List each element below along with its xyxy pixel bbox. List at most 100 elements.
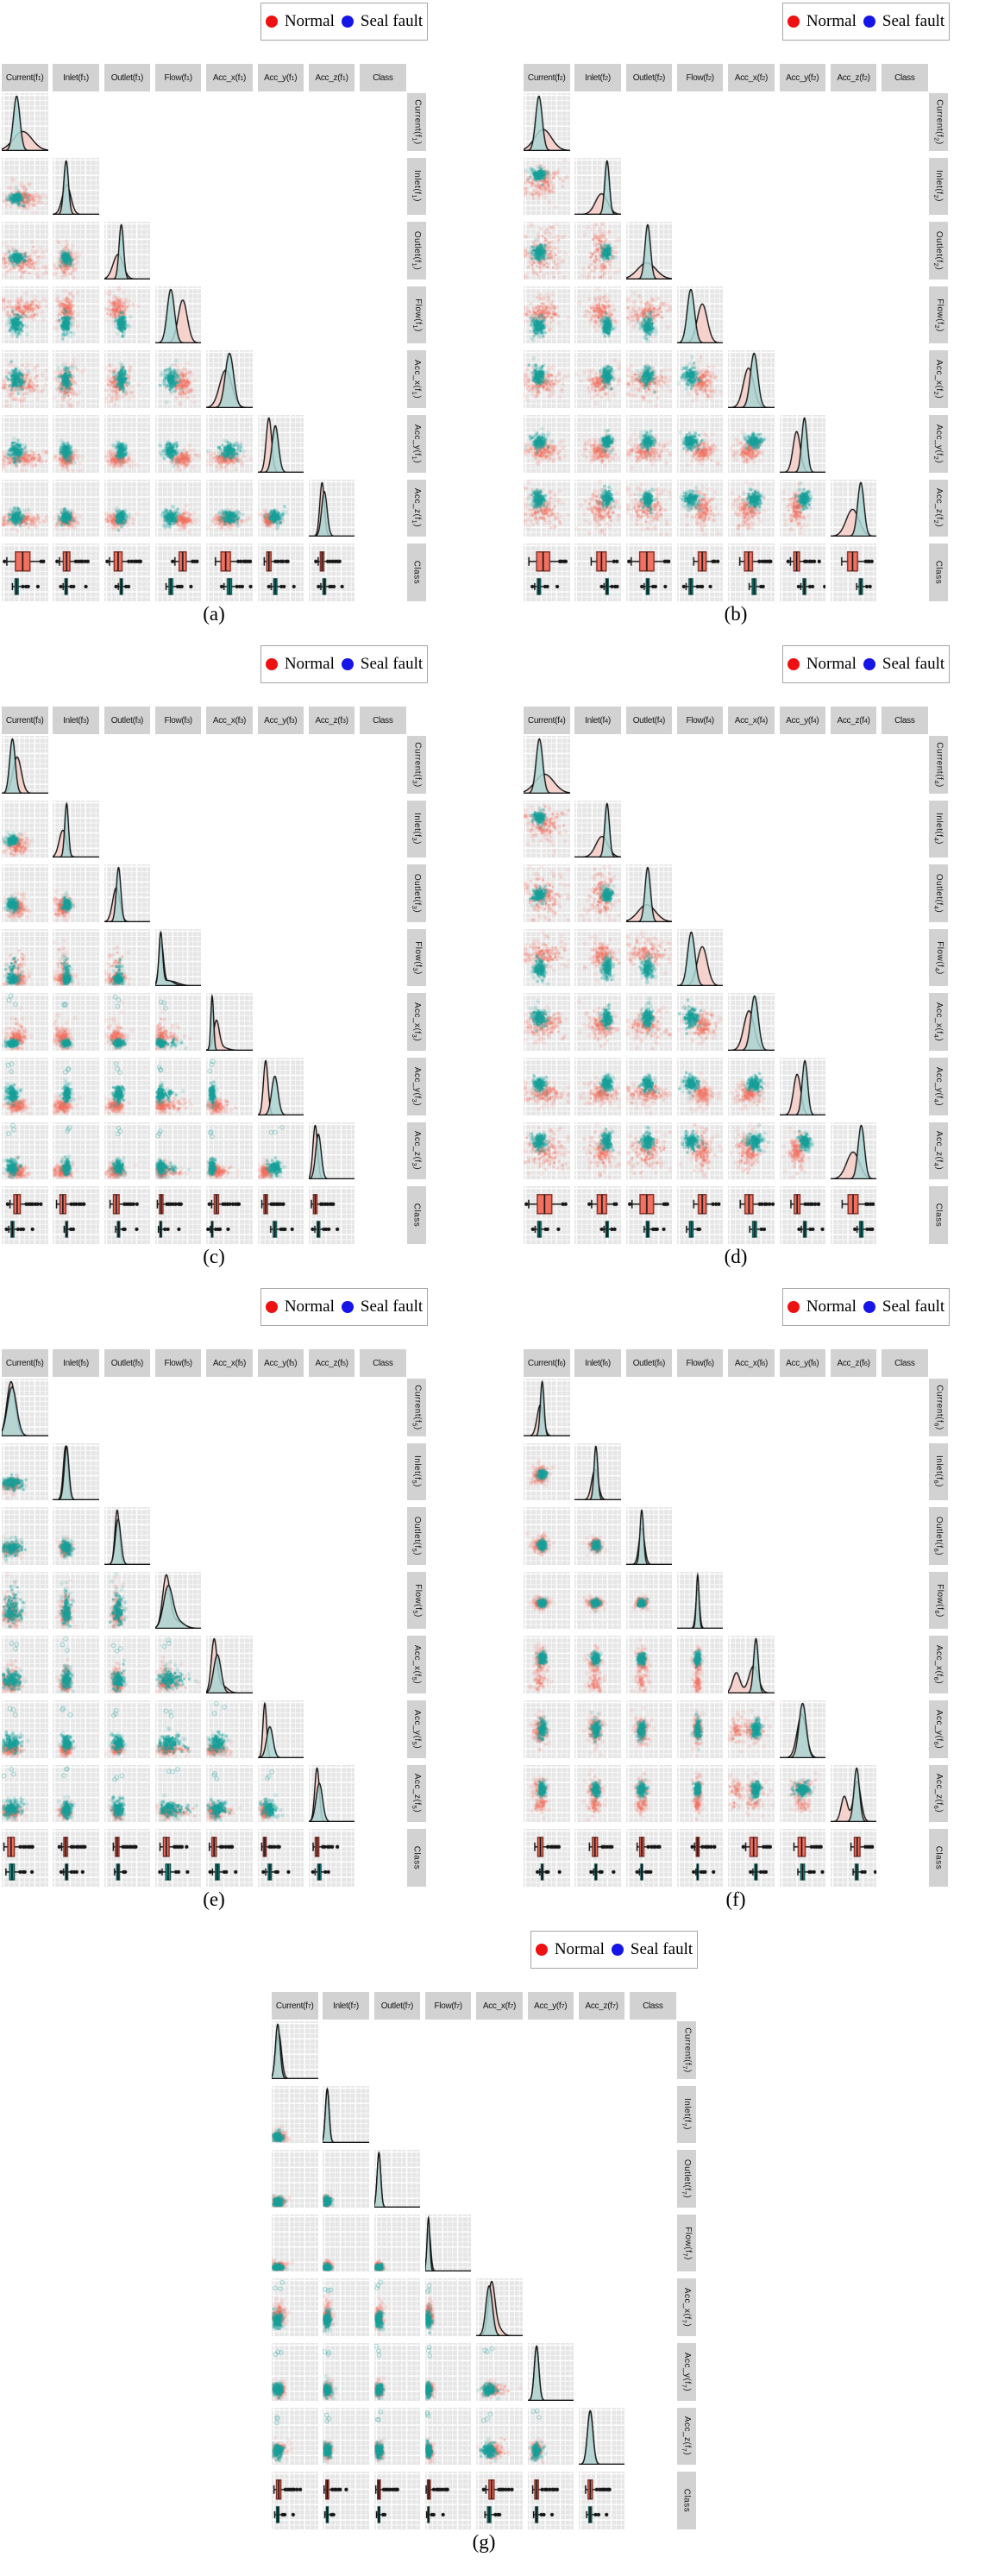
scatter-cell-Acc_z-x-Current	[2, 1122, 48, 1180]
legend-seal-label: Seal fault	[882, 1297, 945, 1316]
scatter-cell-Acc_z-x-Flow	[154, 1122, 202, 1180]
scatter-cell-Acc_z-x-Current	[2, 1764, 48, 1823]
scatter-cell-Inlet-x-Current	[524, 157, 570, 216]
cell-canvas	[2, 1636, 48, 1693]
cell-canvas	[257, 543, 304, 601]
scatter-cell-Flow-x-Inlet	[53, 928, 99, 987]
cell-canvas	[104, 222, 151, 280]
column-header-Class: Class	[882, 64, 928, 91]
row-label-Acc_x: Acc_x(f4)	[929, 993, 948, 1051]
column-header-Outlet: Outlet(f 3)	[104, 707, 151, 734]
cell-canvas	[272, 2214, 318, 2272]
scatter-cell-Acc_y-x-Current	[524, 1058, 570, 1115]
row-label-text: Outlet(f2)	[932, 230, 944, 271]
cell-canvas	[574, 800, 621, 858]
cell-canvas	[53, 222, 99, 280]
scatter-cell-Acc_z-x-Acc_y	[779, 1122, 825, 1180]
scatter-cell-Acc_x-x-Outlet	[104, 993, 151, 1051]
density-cell-Inlet	[53, 1442, 99, 1501]
cell-canvas	[373, 2278, 421, 2336]
cell-canvas	[676, 350, 724, 408]
scatter-cell-Acc_z-x-Outlet	[104, 1764, 151, 1823]
cell-canvas	[625, 1829, 673, 1887]
legend-seal-label: Seal fault	[882, 655, 945, 673]
row-label-text: Class	[681, 2488, 692, 2513]
column-header-Inlet: Inlet(f 5)	[53, 1349, 99, 1377]
row-label-text: Inlet(f3)	[411, 813, 423, 845]
column-header-Acc_z: Acc_z(f 6)	[830, 1349, 877, 1377]
scatter-cell-Acc_y-x-Acc_x	[728, 1700, 775, 1758]
scatter-cell-Acc_z-x-Acc_y	[257, 1764, 304, 1823]
cell-canvas	[53, 1442, 99, 1501]
column-header-Class: Class	[882, 1349, 928, 1377]
cell-canvas	[830, 1186, 877, 1244]
legend-normal-dot-icon	[265, 1301, 278, 1313]
cell-canvas	[2, 1442, 48, 1501]
column-header-Acc_x: Acc_x(f 5)	[206, 1349, 253, 1377]
column-header-Current: Current(f 1)	[2, 64, 48, 91]
cell-canvas	[574, 1829, 621, 1887]
panel-caption-e: (e)	[203, 1888, 225, 1910]
scatter-cell-Acc_z-x-Outlet	[104, 1122, 151, 1180]
scatter-cell-Inlet-x-Current	[2, 800, 48, 858]
cell-canvas	[728, 1058, 775, 1115]
boxplot-cell-Acc_x	[206, 1829, 253, 1887]
pairplot-panel-a: Normal Seal fault Current(f 1) Inlet(f 1) Outl…	[2, 0, 433, 643]
legend-normal-label: Normal	[284, 12, 335, 30]
scatter-cell-Acc_z-x-Current	[272, 2407, 318, 2466]
scatter-cell-Flow-x-Inlet	[53, 1571, 99, 1630]
cell-canvas	[524, 286, 570, 344]
cell-canvas	[2, 93, 48, 151]
cell-canvas	[574, 415, 621, 473]
scatter-cell-Acc_z-x-Acc_x	[206, 1764, 253, 1823]
column-header-Acc_y: Acc_y(f 5)	[257, 1349, 304, 1377]
scatter-cell-Outlet-x-Inlet	[323, 2150, 369, 2208]
cell-canvas	[625, 1764, 673, 1823]
cell-canvas	[779, 1829, 825, 1887]
scatter-cell-Outlet-x-Current	[2, 864, 48, 922]
column-header-Current: Current(f 2)	[524, 64, 570, 91]
cell-canvas	[625, 350, 673, 408]
boxplot-cell-Acc_x	[476, 2472, 523, 2529]
scatter-cell-Outlet-x-Current	[2, 1507, 48, 1565]
cell-canvas	[257, 1764, 304, 1823]
density-cell-Inlet	[53, 800, 99, 858]
cell-canvas	[2, 1700, 48, 1758]
cell-canvas	[574, 1442, 621, 1501]
cell-canvas	[574, 1058, 621, 1115]
cell-canvas	[154, 1700, 202, 1758]
legend-box: Normal Seal fault	[260, 1288, 428, 1326]
column-header-Outlet: Outlet(f 7)	[373, 1992, 421, 2020]
legend-normal-dot-icon	[787, 1301, 800, 1313]
row-label-Acc_z: Acc_z(f2)	[929, 479, 948, 537]
cell-canvas	[728, 350, 775, 408]
legend-normal-dot-icon	[787, 16, 800, 28]
column-header-Flow: Flow(f 4)	[676, 707, 724, 734]
density-cell-Acc_x	[206, 350, 253, 408]
panel-caption-g: (g)	[472, 2531, 496, 2553]
density-cell-Flow	[154, 1571, 202, 1630]
cell-canvas	[206, 1122, 253, 1180]
cell-canvas	[53, 928, 99, 987]
density-cell-Flow	[154, 286, 202, 344]
cell-canvas	[574, 1764, 621, 1823]
scatter-cell-Acc_z-x-Outlet	[625, 479, 673, 537]
cell-canvas	[323, 2085, 369, 2144]
cell-canvas	[728, 993, 775, 1051]
boxplot-cell-Outlet	[104, 543, 151, 601]
row-label-text: Current(f5)	[411, 1385, 423, 1430]
scatter-cell-Acc_x-x-Inlet	[53, 1636, 99, 1693]
cell-canvas	[524, 1442, 570, 1501]
scatter-cell-Outlet-x-Current	[2, 222, 48, 280]
column-header-Acc_z: Acc_z(f 3)	[308, 707, 355, 734]
scatter-cell-Acc_z-x-Flow	[676, 1764, 724, 1823]
cell-canvas	[574, 1636, 621, 1693]
scatter-cell-Acc_x-x-Inlet	[323, 2278, 369, 2336]
cell-canvas	[676, 1058, 724, 1115]
cell-canvas	[574, 479, 621, 537]
column-header-Acc_x: Acc_x(f 1)	[206, 64, 253, 91]
column-header-Flow: Flow(f 5)	[154, 1349, 202, 1377]
panel-caption-a: (a)	[203, 603, 225, 625]
boxplot-cell-Acc_y	[257, 1829, 304, 1887]
scatter-cell-Acc_y-x-Inlet	[53, 415, 99, 473]
